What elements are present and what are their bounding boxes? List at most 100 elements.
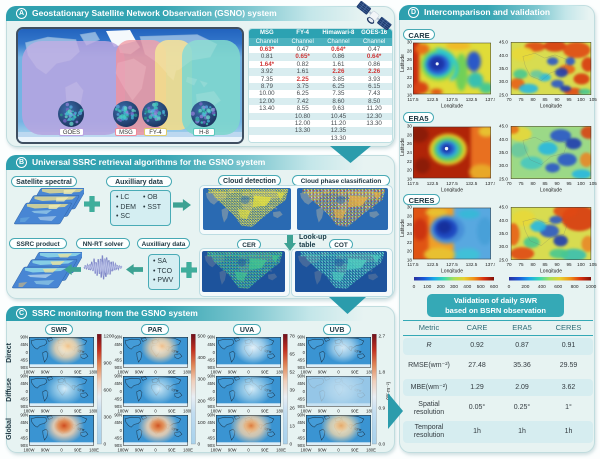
svg-text:90E: 90E bbox=[74, 370, 82, 375]
svg-text:180E: 180E bbox=[366, 409, 376, 414]
svg-text:45N: 45N bbox=[297, 342, 305, 347]
svg-text:117.5: 117.5 bbox=[407, 262, 419, 267]
svg-text:28: 28 bbox=[407, 213, 413, 218]
svg-text:45S: 45S bbox=[21, 435, 29, 440]
svg-text:90E: 90E bbox=[351, 409, 359, 414]
svg-text:70: 70 bbox=[506, 262, 512, 267]
svg-text:0: 0 bbox=[60, 448, 63, 453]
svg-text:90N: 90N bbox=[297, 413, 305, 418]
svg-text:45N: 45N bbox=[20, 381, 28, 386]
svg-text:Longitude: Longitude bbox=[540, 188, 562, 193]
svg-text:90S: 90S bbox=[115, 404, 123, 409]
svg-text:26: 26 bbox=[290, 406, 296, 412]
svg-text:500: 500 bbox=[477, 284, 485, 290]
svg-text:0: 0 bbox=[154, 409, 157, 414]
svg-text:30.0: 30.0 bbox=[499, 163, 508, 168]
svg-text:20: 20 bbox=[407, 84, 413, 89]
svg-text:0: 0 bbox=[247, 409, 250, 414]
svg-text:90E: 90E bbox=[168, 370, 176, 375]
svg-text:25.0: 25.0 bbox=[499, 93, 508, 98]
svg-text:40.0: 40.0 bbox=[499, 53, 508, 58]
svg-text:300: 300 bbox=[104, 415, 112, 421]
svg-text:39: 39 bbox=[290, 388, 296, 394]
svg-text:30: 30 bbox=[407, 124, 413, 129]
svg-text:0: 0 bbox=[154, 370, 157, 375]
svg-text:75: 75 bbox=[518, 181, 524, 186]
svg-text:180E: 180E bbox=[276, 370, 286, 375]
svg-text:90W: 90W bbox=[41, 409, 50, 414]
svg-text:90W: 90W bbox=[228, 370, 237, 375]
svg-text:90N: 90N bbox=[20, 413, 28, 418]
svg-text:45N: 45N bbox=[297, 420, 305, 425]
svg-text:90W: 90W bbox=[318, 370, 327, 375]
svg-text:90S: 90S bbox=[21, 404, 29, 409]
svg-text:200: 200 bbox=[521, 284, 529, 290]
svg-text:0: 0 bbox=[247, 370, 250, 375]
svg-text:0: 0 bbox=[120, 389, 123, 394]
svg-text:0: 0 bbox=[247, 448, 250, 453]
svg-text:22: 22 bbox=[407, 159, 413, 164]
svg-text:90S: 90S bbox=[298, 365, 306, 370]
svg-text:100: 100 bbox=[577, 262, 585, 267]
svg-text:52: 52 bbox=[290, 370, 296, 376]
svg-text:300: 300 bbox=[450, 284, 458, 290]
svg-text:90W: 90W bbox=[135, 409, 144, 414]
svg-text:100: 100 bbox=[198, 420, 206, 426]
svg-text:800: 800 bbox=[571, 284, 579, 290]
svg-text:0.0: 0.0 bbox=[379, 442, 386, 447]
svg-text:105: 105 bbox=[589, 97, 597, 102]
svg-text:30: 30 bbox=[407, 205, 413, 210]
svg-text:78: 78 bbox=[290, 334, 296, 340]
svg-text:45S: 45S bbox=[298, 396, 306, 401]
svg-text:90: 90 bbox=[554, 97, 560, 102]
svg-text:95: 95 bbox=[566, 181, 572, 186]
svg-text:22: 22 bbox=[407, 240, 413, 245]
svg-text:180E: 180E bbox=[366, 448, 376, 453]
svg-text:0: 0 bbox=[213, 428, 216, 433]
svg-text:Longitude: Longitude bbox=[441, 269, 463, 274]
svg-text:90E: 90E bbox=[74, 448, 82, 453]
svg-text:90W: 90W bbox=[318, 448, 327, 453]
svg-text:122.5: 122.5 bbox=[427, 97, 439, 102]
svg-text:100: 100 bbox=[577, 97, 585, 102]
svg-text:45S: 45S bbox=[298, 435, 306, 440]
svg-text:0: 0 bbox=[303, 389, 306, 394]
svg-text:180W: 180W bbox=[301, 448, 312, 453]
svg-text:45S: 45S bbox=[115, 357, 123, 362]
svg-text:0: 0 bbox=[337, 409, 340, 414]
svg-text:0: 0 bbox=[337, 448, 340, 453]
svg-text:90: 90 bbox=[554, 262, 560, 267]
svg-text:45N: 45N bbox=[114, 342, 122, 347]
svg-text:35.0: 35.0 bbox=[499, 66, 508, 71]
svg-text:180E: 180E bbox=[89, 448, 99, 453]
svg-text:90N: 90N bbox=[114, 413, 122, 418]
svg-text:45N: 45N bbox=[207, 381, 215, 386]
svg-text:20: 20 bbox=[407, 168, 413, 173]
svg-text:90E: 90E bbox=[261, 409, 269, 414]
svg-text:100: 100 bbox=[423, 284, 431, 290]
svg-text:100: 100 bbox=[577, 181, 585, 186]
svg-text:90W: 90W bbox=[41, 370, 50, 375]
svg-text:137.5: 137.5 bbox=[485, 181, 495, 186]
svg-text:90S: 90S bbox=[298, 443, 306, 448]
svg-text:0: 0 bbox=[26, 389, 29, 394]
svg-text:70: 70 bbox=[506, 181, 512, 186]
svg-text:180W: 180W bbox=[24, 370, 35, 375]
svg-text:127.5: 127.5 bbox=[446, 262, 458, 267]
svg-text:1000: 1000 bbox=[586, 284, 597, 290]
svg-text:90N: 90N bbox=[207, 374, 215, 379]
svg-text:22: 22 bbox=[407, 75, 413, 80]
svg-text:90S: 90S bbox=[208, 443, 216, 448]
svg-text:2.7: 2.7 bbox=[379, 334, 386, 340]
svg-text:180W: 180W bbox=[211, 409, 222, 414]
svg-text:45.0: 45.0 bbox=[499, 205, 508, 210]
svg-text:65: 65 bbox=[290, 352, 296, 358]
svg-text:0: 0 bbox=[303, 428, 306, 433]
svg-text:117.5: 117.5 bbox=[407, 181, 419, 186]
svg-text:137.5: 137.5 bbox=[485, 97, 495, 102]
svg-text:180E: 180E bbox=[276, 409, 286, 414]
svg-text:28: 28 bbox=[407, 48, 413, 53]
svg-text:45N: 45N bbox=[114, 420, 122, 425]
svg-text:132.5: 132.5 bbox=[466, 181, 478, 186]
svg-text:90W: 90W bbox=[41, 448, 50, 453]
